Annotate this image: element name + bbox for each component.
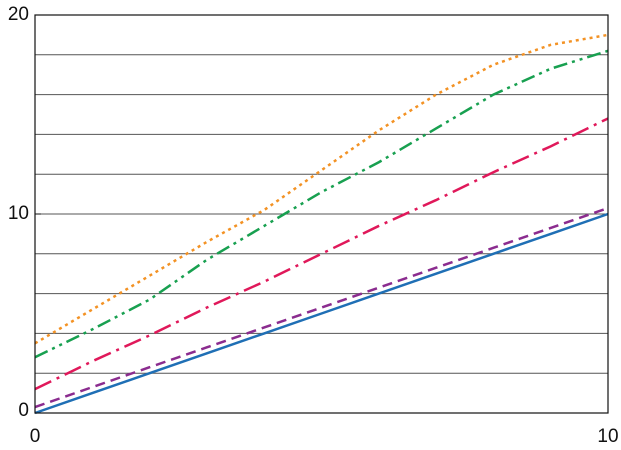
line-series <box>34 206 609 409</box>
y-tick-label: 20 <box>8 4 29 25</box>
y-tick-label: 10 <box>8 203 29 224</box>
plot-frame <box>34 14 609 414</box>
y-tick-label: 0 <box>18 400 29 421</box>
line-series <box>34 117 609 391</box>
line-series <box>34 49 609 359</box>
line-series <box>34 212 609 415</box>
x-tick-label: 0 <box>30 426 41 447</box>
x-tick-label: 10 <box>597 426 618 447</box>
